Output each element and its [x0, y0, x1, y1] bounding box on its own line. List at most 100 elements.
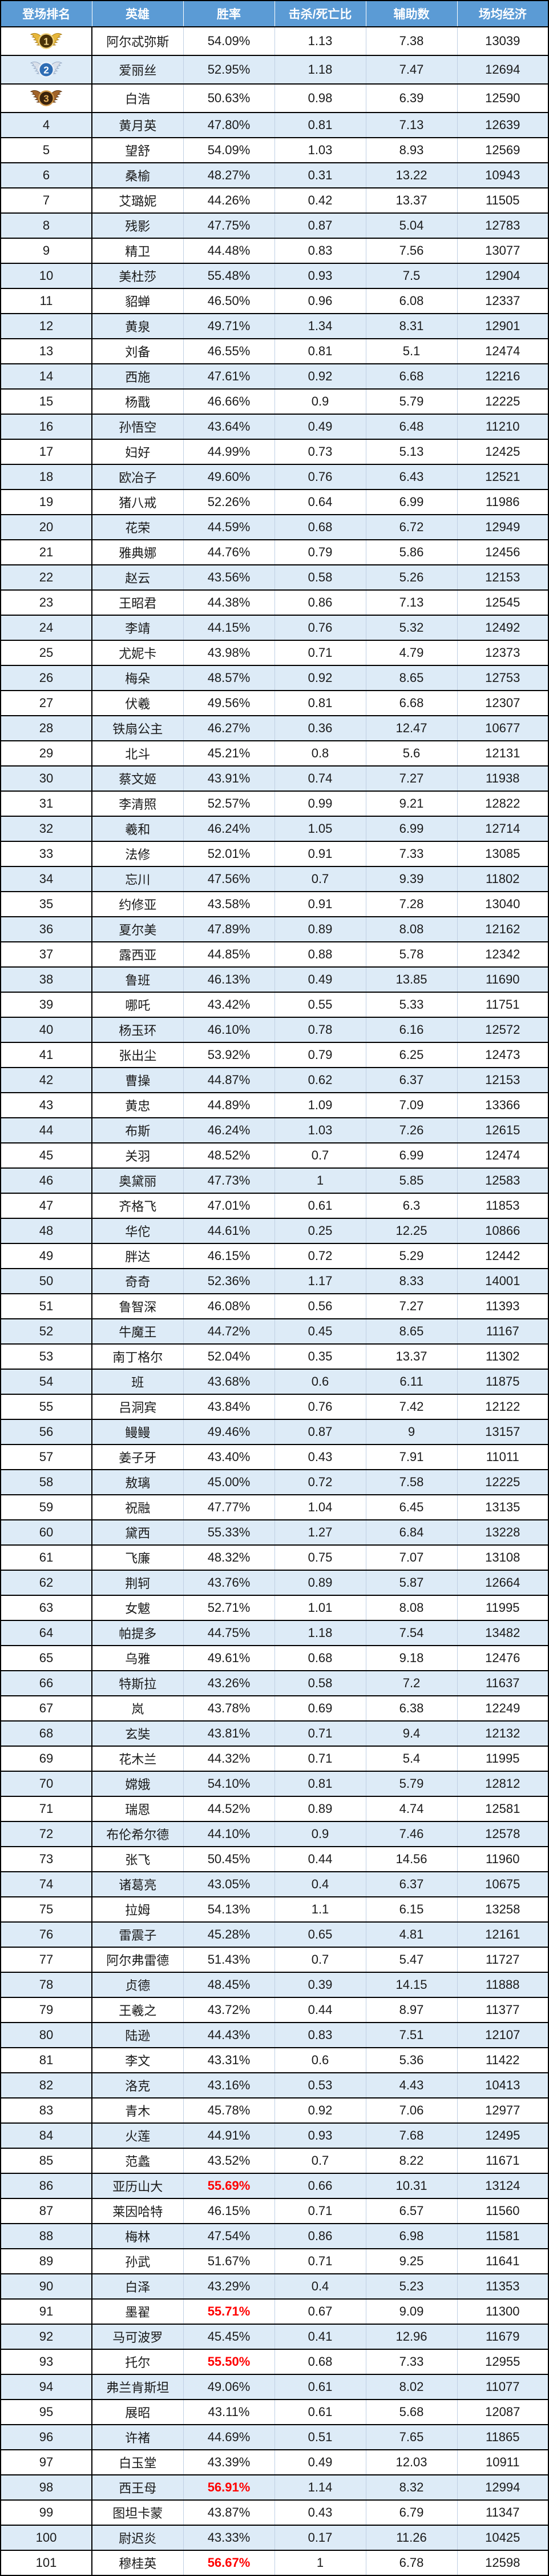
col-header-hero: 英雄 [91, 1, 183, 27]
economy-cell: 12492 [457, 615, 548, 640]
win-rate-cell: 46.10% [183, 1017, 274, 1042]
economy-cell: 11353 [457, 2273, 548, 2299]
rank-cell: 8 [1, 212, 92, 238]
rank-cell: 80 [1, 2022, 92, 2048]
kd-cell: 0.78 [274, 1017, 366, 1042]
economy-cell: 12590 [457, 83, 548, 113]
assists-cell: 5.32 [365, 615, 457, 640]
assists-cell: 5.78 [365, 941, 457, 967]
assists-cell: 13.85 [365, 966, 457, 992]
table-row: 99 图坦卡蒙 43.87% 0.43 6.79 11347 [1, 2499, 548, 2525]
win-rate-cell: 46.50% [183, 288, 274, 314]
kd-cell: 0.58 [274, 1670, 366, 1696]
assists-cell: 5.26 [365, 564, 457, 590]
economy-cell: 12373 [457, 640, 548, 665]
rank-cell: 58 [1, 1469, 92, 1495]
win-rate-cell: 43.42% [183, 992, 274, 1017]
win-rate-cell: 46.13% [183, 966, 274, 992]
assists-cell: 5.47 [365, 1947, 457, 1972]
rank-cell: 75 [1, 1896, 92, 1922]
kd-cell: 0.91 [274, 841, 366, 866]
table-row: 97 白玉堂 43.39% 0.49 12.03 10911 [1, 2449, 548, 2475]
assists-cell: 13.37 [365, 187, 457, 213]
win-rate-cell: 49.71% [183, 313, 274, 339]
win-rate-cell: 43.31% [183, 2047, 274, 2073]
table-row: 55 吕洞宾 43.84% 0.76 7.42 12122 [1, 1394, 548, 1419]
hero-cell: 杨戬 [91, 388, 183, 414]
assists-cell: 8.08 [365, 1595, 457, 1620]
hero-cell: 鳗鳗 [91, 1419, 183, 1445]
table-row: 67 岚 43.78% 0.69 6.38 12249 [1, 1695, 548, 1721]
win-rate-cell: 45.45% [183, 2324, 274, 2349]
economy-cell: 12615 [457, 1117, 548, 1143]
hero-cell: 露西亚 [91, 941, 183, 967]
economy-cell: 11302 [457, 1343, 548, 1369]
economy-cell: 12664 [457, 1570, 548, 1595]
rank-cell: 40 [1, 1017, 92, 1042]
economy-cell: 11422 [457, 2047, 548, 2073]
economy-cell: 12153 [457, 1067, 548, 1093]
hero-cell: 黛西 [91, 1519, 183, 1545]
hero-cell: 阿尔忒弥斯 [91, 26, 183, 55]
economy-cell: 13157 [457, 1419, 548, 1445]
win-rate-cell: 45.21% [183, 740, 274, 766]
hero-cell: 孙武 [91, 2248, 183, 2274]
assists-cell: 7.68 [365, 2122, 457, 2148]
hero-cell: 雷震子 [91, 1921, 183, 1947]
assists-cell: 7.26 [365, 1117, 457, 1143]
table-row: 45 关羽 48.52% 0.7 6.99 12474 [1, 1142, 548, 1168]
economy-cell: 12216 [457, 363, 548, 389]
rank-cell: 94 [1, 2374, 92, 2400]
rank-cell: 45 [1, 1142, 92, 1168]
table-row: 92 马可波罗 45.45% 0.41 12.96 11679 [1, 2324, 548, 2349]
table-row: 62 荆轲 43.76% 0.89 5.87 12664 [1, 1570, 548, 1595]
table-row: 9 精卫 44.48% 0.83 7.56 13077 [1, 238, 548, 263]
economy-cell: 11641 [457, 2248, 548, 2274]
win-rate-cell: 48.32% [183, 1544, 274, 1570]
assists-cell: 9.25 [365, 2248, 457, 2274]
assists-cell: 7.65 [365, 2424, 457, 2450]
hero-cell: 西施 [91, 363, 183, 389]
economy-cell: 12949 [457, 514, 548, 540]
rank-cell: 6 [1, 162, 92, 188]
economy-cell: 13040 [457, 891, 548, 917]
economy-cell: 12456 [457, 539, 548, 565]
table-row: 32 羲和 46.24% 1.05 6.99 12714 [1, 816, 548, 841]
economy-cell: 12249 [457, 1695, 548, 1721]
rank-cell: 20 [1, 514, 92, 540]
economy-cell: 12977 [457, 2097, 548, 2123]
rank-cell: 24 [1, 615, 92, 640]
table-row: 27 伏羲 49.56% 0.81 6.68 12307 [1, 690, 548, 716]
kd-cell: 0.86 [274, 2223, 366, 2249]
hero-cell: 乌雅 [91, 1645, 183, 1671]
kd-cell: 0.71 [274, 1720, 366, 1746]
table-row: 2 爱丽丝 52.95% 1.18 7.47 12694 [1, 55, 548, 84]
hero-table-body: 1 阿尔忒弥斯 54.09% 1.13 7.38 13039 2 爱丽丝 52.… [1, 26, 548, 2575]
rank-cell: 59 [1, 1494, 92, 1520]
rank-cell: 15 [1, 388, 92, 414]
rank-cell: 33 [1, 841, 92, 866]
assists-cell: 9.18 [365, 1645, 457, 1671]
kd-cell: 1.18 [274, 55, 366, 84]
economy-cell: 11679 [457, 2324, 548, 2349]
rank-cell: 95 [1, 2399, 92, 2425]
assists-cell: 5.4 [365, 1746, 457, 1771]
hero-cell: 李文 [91, 2047, 183, 2073]
table-row: 54 班 43.68% 0.6 6.11 11875 [1, 1369, 548, 1394]
assists-cell: 11.26 [365, 2525, 457, 2550]
rank-medal-cell: 3 [1, 83, 92, 113]
hero-cell: 曹操 [91, 1067, 183, 1093]
assists-cell: 6.45 [365, 1494, 457, 1520]
win-rate-cell: 44.43% [183, 2022, 274, 2048]
assists-cell: 8.97 [365, 1997, 457, 2023]
hero-cell: 特斯拉 [91, 1670, 183, 1696]
economy-cell: 13228 [457, 1519, 548, 1545]
economy-cell: 11300 [457, 2298, 548, 2324]
rank-cell: 17 [1, 439, 92, 464]
win-rate-cell: 56.67% [183, 2550, 274, 2575]
kd-cell: 0.45 [274, 1318, 366, 1344]
kd-cell: 0.43 [274, 2499, 366, 2525]
table-row: 11 貂蝉 46.50% 0.96 6.08 12337 [1, 288, 548, 314]
kd-cell: 0.4 [274, 1871, 366, 1897]
table-row: 80 陆逊 44.43% 0.83 7.51 12107 [1, 2022, 548, 2048]
